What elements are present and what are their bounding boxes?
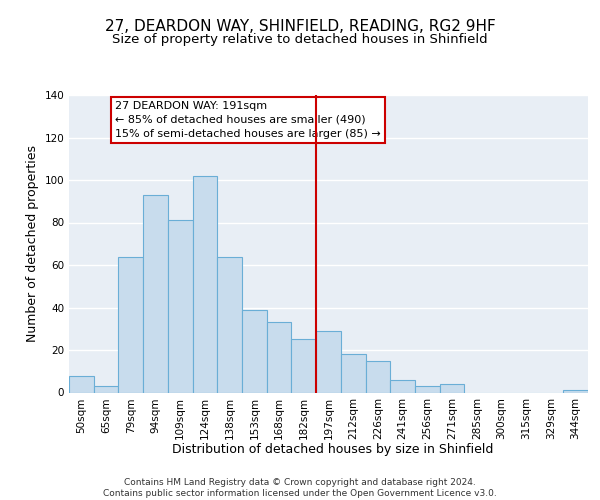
Text: Distribution of detached houses by size in Shinfield: Distribution of detached houses by size … [172, 442, 494, 456]
Bar [390, 380, 415, 392]
Text: Size of property relative to detached houses in Shinfield: Size of property relative to detached ho… [112, 32, 488, 46]
Bar [267, 322, 292, 392]
Bar [292, 340, 316, 392]
Bar [217, 256, 242, 392]
Bar [69, 376, 94, 392]
Bar [168, 220, 193, 392]
Bar [143, 195, 168, 392]
Text: 27, DEARDON WAY, SHINFIELD, READING, RG2 9HF: 27, DEARDON WAY, SHINFIELD, READING, RG2… [104, 19, 496, 34]
Bar [415, 386, 440, 392]
Bar [242, 310, 267, 392]
Bar [563, 390, 588, 392]
Bar [440, 384, 464, 392]
Text: Contains HM Land Registry data © Crown copyright and database right 2024.
Contai: Contains HM Land Registry data © Crown c… [103, 478, 497, 498]
Y-axis label: Number of detached properties: Number of detached properties [26, 145, 39, 342]
Bar [341, 354, 365, 393]
Bar [118, 256, 143, 392]
Bar [94, 386, 118, 392]
Bar [365, 360, 390, 392]
Bar [193, 176, 217, 392]
Bar [316, 331, 341, 392]
Text: 27 DEARDON WAY: 191sqm
← 85% of detached houses are smaller (490)
15% of semi-de: 27 DEARDON WAY: 191sqm ← 85% of detached… [115, 101, 381, 139]
